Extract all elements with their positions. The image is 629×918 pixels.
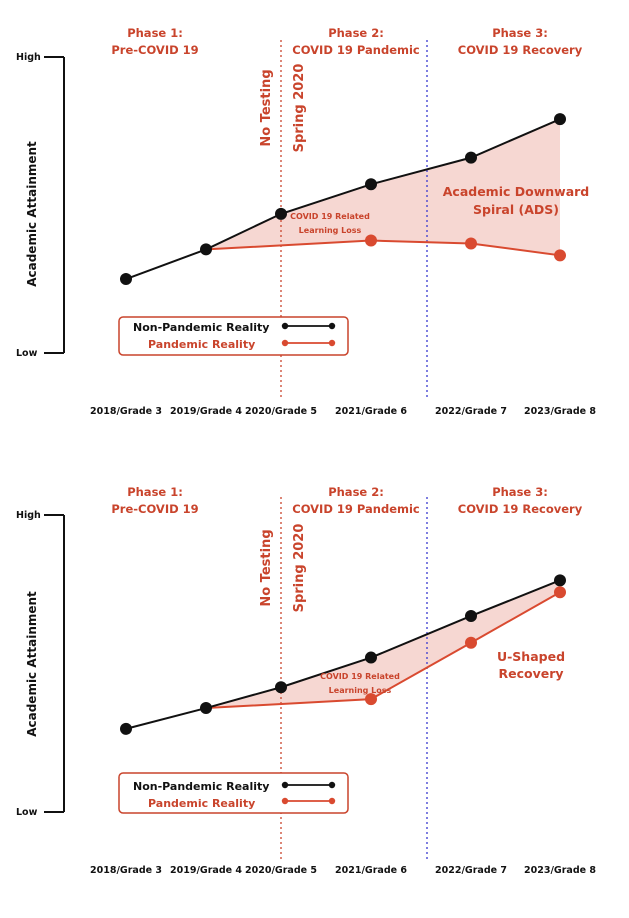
phase-labels: Phase 1: Pre-COVID 19 Phase 2: COVID 19 … — [111, 485, 582, 516]
x-tick-label: 2020/Grade 5 — [245, 865, 317, 876]
chart-panel-bottom: High Low Academic Attainment Phase 1: Pr… — [16, 485, 596, 876]
non-pandemic-point — [554, 113, 566, 126]
y-axis-low-label: Low — [16, 807, 38, 818]
y-axis: High Low Academic Attainment — [16, 52, 65, 359]
legend-swatch-dot — [328, 781, 336, 789]
pandemic-point — [365, 234, 377, 247]
gap-label-line-1: COVID 19 Related — [290, 212, 370, 221]
phase-labels: Phase 1: Pre-COVID 19 Phase 2: COVID 19 … — [111, 26, 582, 57]
non-pandemic-point — [275, 681, 287, 694]
y-axis: High Low Academic Attainment — [16, 510, 65, 818]
legend-label-pandemic: Pandemic Reality — [148, 338, 255, 351]
x-tick-label: 2019/Grade 4 — [170, 406, 242, 417]
pandemic-point — [554, 249, 566, 262]
legend-swatch-dot — [328, 797, 336, 805]
phase-3-subtitle: COVID 19 Recovery — [458, 502, 583, 516]
spring-2020-note: Spring 2020 — [292, 64, 307, 153]
legend-swatch-dot — [281, 322, 289, 330]
x-tick-label: 2018/Grade 3 — [90, 406, 162, 417]
x-axis-ticks: 2018/Grade 3 2019/Grade 4 2020/Grade 5 2021… — [90, 865, 596, 876]
phase-3-title: Phase 3: — [492, 485, 548, 499]
annotation-line-1: Academic Downward — [443, 184, 590, 199]
phase-1-title: Phase 1: — [127, 26, 183, 40]
annotation-line-2: Spiral (ADS) — [473, 202, 559, 217]
x-tick-label: 2022/Grade 7 — [435, 406, 507, 417]
x-tick-label: 2019/Grade 4 — [170, 865, 242, 876]
pandemic-reality-line — [205, 591, 561, 710]
phase-2-subtitle: COVID 19 Pandemic — [292, 502, 420, 516]
annotation: U-Shaped Recovery — [497, 649, 565, 681]
x-tick-label: 2023/Grade 8 — [524, 865, 596, 876]
legend-swatch-dot — [281, 339, 289, 347]
non-pandemic-point — [120, 722, 132, 735]
no-testing-note: No Testing — [259, 69, 274, 146]
series-marks — [120, 574, 566, 735]
learning-loss-area — [206, 119, 560, 256]
phase-2-subtitle: COVID 19 Pandemic — [292, 43, 420, 57]
phase-3-subtitle: COVID 19 Recovery — [458, 43, 583, 57]
vertical-notes: No Testing Spring 2020 — [259, 64, 307, 153]
pandemic-point — [554, 586, 566, 599]
legend-box — [118, 772, 349, 814]
y-axis-low-label: Low — [16, 348, 38, 359]
legend-label-non-pandemic: Non-Pandemic Reality — [133, 780, 269, 793]
phase-3-title: Phase 3: — [492, 26, 548, 40]
legend-swatch-dot — [328, 322, 336, 330]
legend-swatch-dot — [281, 797, 289, 805]
gap-label-line-1: COVID 19 Related — [320, 672, 400, 681]
pandemic-reality-line — [205, 239, 561, 257]
non-pandemic-point — [554, 574, 566, 587]
legend: Non-Pandemic Reality Pandemic Reality — [118, 316, 349, 356]
pandemic-point — [365, 693, 377, 706]
phase-2-title: Phase 2: — [328, 485, 384, 499]
learning-loss-area — [206, 580, 560, 709]
x-tick-label: 2018/Grade 3 — [90, 865, 162, 876]
x-tick-label: 2023/Grade 8 — [524, 406, 596, 417]
non-pandemic-point — [275, 207, 287, 220]
x-tick-label: 2020/Grade 5 — [245, 406, 317, 417]
gap-label: COVID 19 Related Learning Loss — [320, 672, 400, 695]
chart-panel-top: High Low Academic Attainment Phase 1: Pr… — [16, 26, 596, 417]
phase-2-title: Phase 2: — [328, 26, 384, 40]
pandemic-point — [465, 636, 477, 649]
legend: Non-Pandemic Reality Pandemic Reality — [118, 772, 349, 814]
phase-1-subtitle: Pre-COVID 19 — [111, 43, 198, 57]
non-pandemic-point — [465, 151, 477, 164]
annotation-line-1: U-Shaped — [497, 649, 565, 664]
x-tick-label: 2022/Grade 7 — [435, 865, 507, 876]
y-axis-high-label: High — [16, 52, 41, 63]
y-axis-label: Academic Attainment — [25, 141, 39, 287]
legend-label-non-pandemic: Non-Pandemic Reality — [133, 321, 269, 334]
non-pandemic-point — [465, 609, 477, 622]
y-axis-high-label: High — [16, 510, 41, 521]
phase-1-title: Phase 1: — [127, 485, 183, 499]
spring-2020-note: Spring 2020 — [292, 524, 307, 613]
annotation: Academic Downward Spiral (ADS) — [443, 184, 590, 217]
gap-label-line-2: Learning Loss — [299, 226, 362, 235]
annotation-line-2: Recovery — [498, 666, 563, 681]
non-pandemic-point — [365, 178, 377, 191]
legend-swatch-dot — [281, 781, 289, 789]
phase-dividers — [280, 497, 428, 860]
non-pandemic-point — [120, 273, 132, 285]
y-axis-label: Academic Attainment — [25, 591, 39, 737]
non-pandemic-point — [200, 702, 212, 715]
gap-label-line-2: Learning Loss — [329, 686, 392, 695]
x-tick-label: 2021/Grade 6 — [335, 406, 407, 417]
no-testing-note: No Testing — [259, 529, 274, 606]
phase-1-subtitle: Pre-COVID 19 — [111, 502, 198, 516]
non-pandemic-point — [200, 243, 212, 256]
non-pandemic-point — [365, 651, 377, 664]
legend-label-pandemic: Pandemic Reality — [148, 797, 255, 810]
x-tick-label: 2021/Grade 6 — [335, 865, 407, 876]
series-marks — [120, 113, 566, 285]
x-axis-ticks: 2018/Grade 3 2019/Grade 4 2020/Grade 5 2021… — [90, 406, 596, 417]
vertical-notes: No Testing Spring 2020 — [259, 524, 307, 613]
gap-label: COVID 19 Related Learning Loss — [290, 212, 370, 235]
non-pandemic-reality-line — [125, 118, 561, 280]
pandemic-point — [465, 237, 477, 250]
legend-swatch-dot — [328, 339, 336, 347]
non-pandemic-reality-line — [125, 579, 561, 730]
